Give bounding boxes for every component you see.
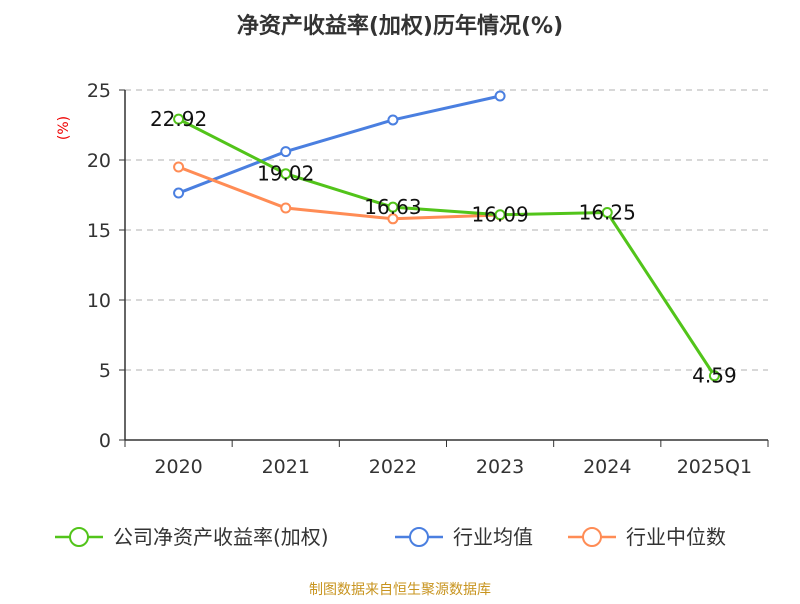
- series-line: [177, 117, 716, 377]
- data-point[interactable]: [280, 202, 292, 214]
- legend-marker: [409, 527, 429, 547]
- chart-title: 净资产收益率(加权)历年情况(%): [237, 13, 563, 39]
- x-tick-label: 2025Q1: [677, 456, 752, 478]
- data-point[interactable]: [280, 168, 292, 180]
- y-tick-label: 5: [99, 360, 111, 382]
- data-point[interactable]: [387, 201, 399, 213]
- data-label: 19.02: [257, 162, 314, 186]
- x-tick-label: 2021: [262, 456, 310, 478]
- x-tick-label: 2022: [369, 456, 417, 478]
- data-point[interactable]: [280, 146, 292, 158]
- y-tick-label: 15: [87, 220, 111, 242]
- data-label: 16.63: [364, 195, 421, 219]
- y-axis-label: (%): [56, 116, 72, 140]
- legend-item[interactable]: 公司净资产收益率(加权): [55, 525, 329, 549]
- data-label: 22.92: [150, 107, 207, 131]
- data-point[interactable]: [601, 207, 613, 218]
- series-line: [178, 165, 501, 221]
- data-point[interactable]: [173, 187, 185, 199]
- y-tick-label: 10: [87, 290, 111, 312]
- data-point[interactable]: [494, 209, 506, 221]
- y-tick-label: 0: [99, 430, 111, 452]
- data-label: 16.25: [579, 201, 636, 225]
- legend-label: 公司净资产收益率(加权): [113, 525, 329, 549]
- legend-label: 行业中位数: [626, 525, 726, 549]
- legend-item[interactable]: 行业均值: [395, 525, 533, 549]
- x-tick-label: 2023: [476, 456, 524, 478]
- y-tick-label: 25: [87, 80, 111, 102]
- data-point[interactable]: [708, 370, 720, 382]
- series-line: [178, 94, 501, 195]
- x-tick-label: 2020: [154, 456, 202, 478]
- legend-marker: [582, 527, 602, 547]
- data-label: 16.09: [471, 203, 528, 227]
- legend-item[interactable]: 行业中位数: [568, 525, 726, 549]
- x-tick-label: 2024: [583, 456, 631, 478]
- data-point[interactable]: [173, 113, 185, 125]
- source-note: 制图数据来自恒生聚源数据库: [309, 582, 491, 598]
- data-point[interactable]: [173, 161, 185, 173]
- y-tick-label: 20: [87, 150, 111, 172]
- legend-marker: [69, 527, 89, 547]
- legend-label: 行业均值: [453, 525, 533, 549]
- data-point[interactable]: [494, 90, 506, 102]
- data-point[interactable]: [387, 114, 399, 126]
- data-label: 4.59: [692, 364, 737, 388]
- data-point[interactable]: [387, 213, 399, 225]
